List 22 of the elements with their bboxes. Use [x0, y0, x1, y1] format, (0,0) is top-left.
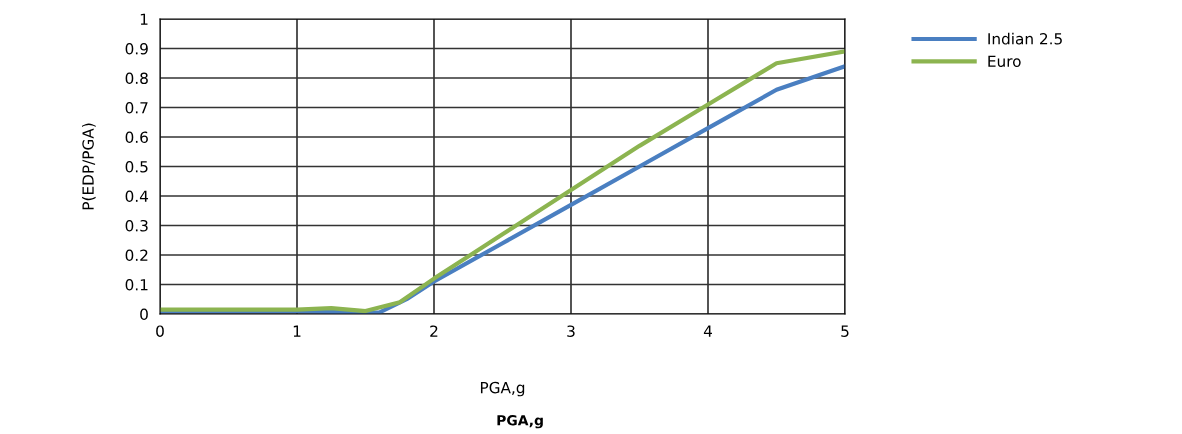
- y-axis-title: P(EDP/PGA): [82, 123, 96, 210]
- y-tick-label: 0.1: [125, 278, 148, 291]
- legend-label: Indian 2.5: [988, 32, 1062, 45]
- y-tick-label: 0.2: [125, 249, 148, 262]
- text: PGA,g: [497, 415, 543, 429]
- x-tick-label: 5: [841, 325, 849, 337]
- x-tick-label: 0: [156, 325, 164, 337]
- legend-label: Euro: [988, 55, 1021, 67]
- y-tick-label: 0.3: [125, 219, 148, 232]
- x-tick-label: 2: [430, 325, 438, 337]
- y-tick-label: 0: [140, 308, 148, 321]
- x-tick-label: 1: [293, 325, 301, 337]
- x-axis-title: PGA,g: [480, 381, 525, 397]
- y-tick-label: 1: [140, 13, 148, 25]
- x-tick-label: 4: [703, 325, 712, 337]
- y-tick-label: 0.5: [125, 160, 148, 173]
- y-tick-label: 0.7: [125, 101, 148, 114]
- y-tick-label: 0.8: [125, 72, 148, 85]
- y-tick-label: 0.4: [125, 190, 149, 203]
- y-tick-label: 0.6: [125, 131, 148, 144]
- x-tick-label: 3: [567, 325, 575, 337]
- y-tick-label: 0.9: [125, 42, 148, 55]
